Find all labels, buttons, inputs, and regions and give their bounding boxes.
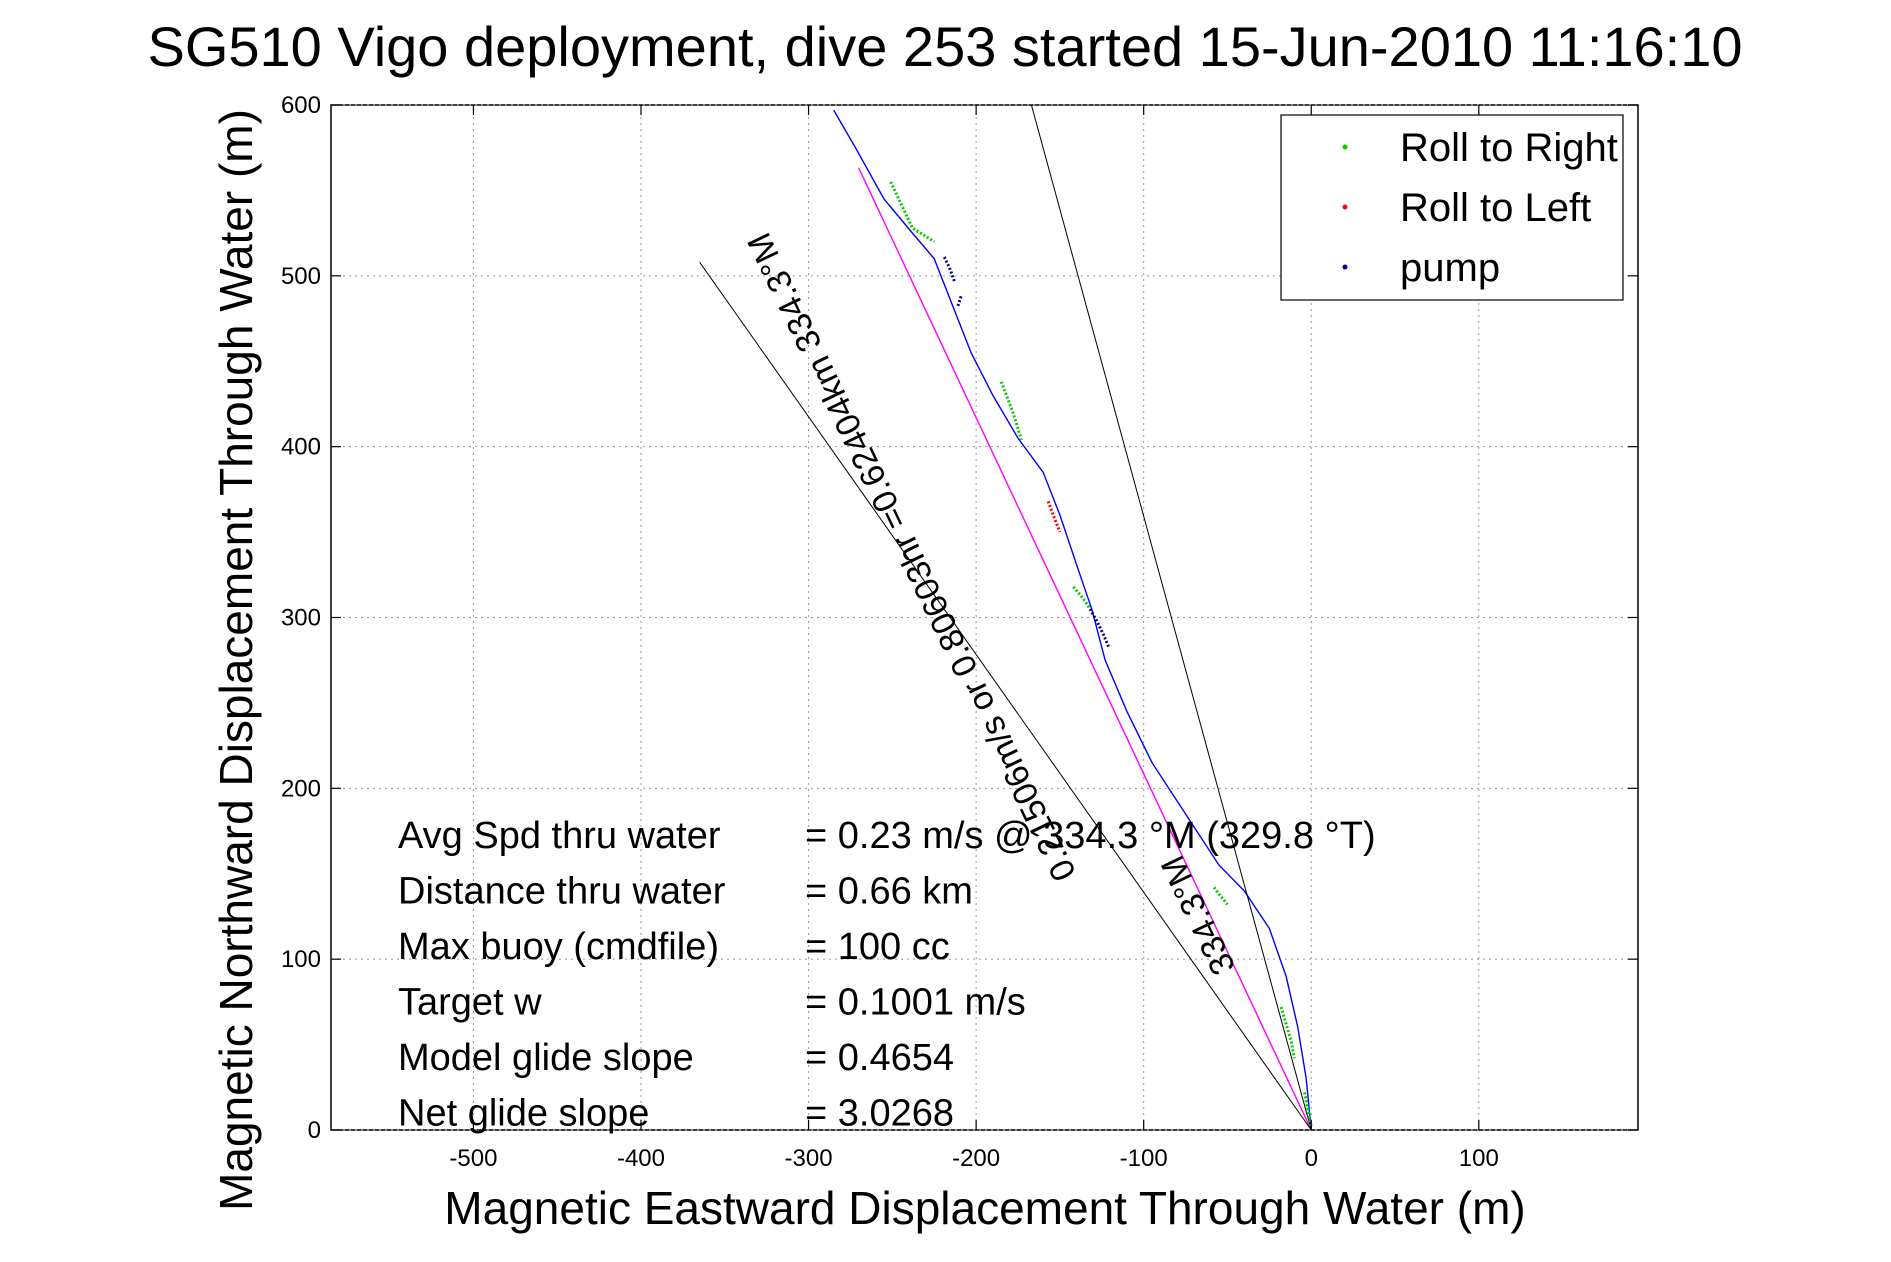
legend: Roll to Right Roll to Left pump (1280, 114, 1624, 301)
x-tick-label: 0 (1305, 1145, 1318, 1172)
stat-label: Avg Spd thru water (398, 815, 721, 857)
stat-label: Target w (398, 982, 542, 1024)
data-series (699, 104, 1312, 1131)
x-axis-ticks: -500 -400 -300 -200 -100 0 100 (449, 105, 1499, 1172)
stat-label: Net glide slope (398, 1093, 649, 1135)
x-axis-label: Magnetic Eastward Displacement Through W… (444, 1182, 1525, 1234)
series-line-current (858, 167, 1312, 1131)
grid-lines (331, 104, 1638, 1131)
stat-value: = 3.0268 (805, 1093, 954, 1135)
y-axis-label: Magnetic Northward Displacement Through … (210, 109, 262, 1211)
roll-right-segment (1072, 585, 1092, 610)
legend-box (1280, 114, 1624, 301)
roll-left-segment (1046, 500, 1062, 533)
stat-label: Max buoy (cmdfile) (398, 926, 719, 968)
stats-block: Avg Spd thru water = 0.23 m/s @ 334.3 °M … (398, 815, 1376, 1135)
legend-label: Roll to Left (1400, 186, 1591, 230)
roll-right-segment (999, 381, 1023, 441)
pump-segment (956, 295, 963, 308)
series-line-bound2 (1030, 104, 1312, 1131)
y-tick-label: 0 (308, 1117, 321, 1144)
stat-value: = 0.1001 m/s (805, 982, 1026, 1024)
x-tick-label: -500 (449, 1145, 497, 1172)
legend-items: Roll to Right Roll to Left pump (1342, 126, 1618, 290)
y-tick-label: 500 (281, 263, 321, 290)
y-axis-ticks: 0 100 200 300 400 500 600 (281, 92, 1638, 1144)
y-tick-label: 300 (281, 605, 321, 632)
x-tick-label: -200 (952, 1145, 1000, 1172)
x-tick-label: -400 (617, 1145, 665, 1172)
stat-value: = 0.4654 (805, 1037, 954, 1079)
legend-label: Roll to Right (1400, 126, 1618, 170)
series-line-bound1 (699, 261, 1312, 1131)
legend-marker (1342, 264, 1348, 270)
y-tick-label: 400 (281, 434, 321, 461)
pump-segment (942, 256, 956, 282)
roll-right-segment (889, 181, 936, 243)
stat-label: Model glide slope (398, 1037, 694, 1079)
roll-right-segment (1279, 1006, 1296, 1059)
roll-right-segment (1303, 1092, 1313, 1127)
stat-label: Distance thru water (398, 871, 726, 913)
series-line-track (833, 109, 1312, 1131)
x-tick-label: 100 (1459, 1145, 1499, 1172)
chart-title: SG510 Vigo deployment, dive 253 started … (147, 15, 1742, 78)
y-tick-label: 200 (281, 775, 321, 802)
stat-value: = 0.66 km (805, 871, 973, 913)
x-tick-label: -100 (1120, 1145, 1168, 1172)
legend-marker (1342, 204, 1348, 210)
stat-value: = 0.23 m/s @ 334.3 °M (329.8 °T) (805, 815, 1376, 857)
legend-marker (1342, 144, 1348, 150)
roll-right-segment (1212, 886, 1229, 906)
stat-value: = 100 cc (805, 926, 950, 968)
x-tick-label: -300 (785, 1145, 833, 1172)
legend-label: pump (1400, 246, 1500, 290)
y-tick-label: 100 (281, 946, 321, 973)
y-tick-label: 600 (281, 92, 321, 119)
pump-segment (1088, 608, 1110, 648)
data-markers (889, 181, 1313, 1127)
